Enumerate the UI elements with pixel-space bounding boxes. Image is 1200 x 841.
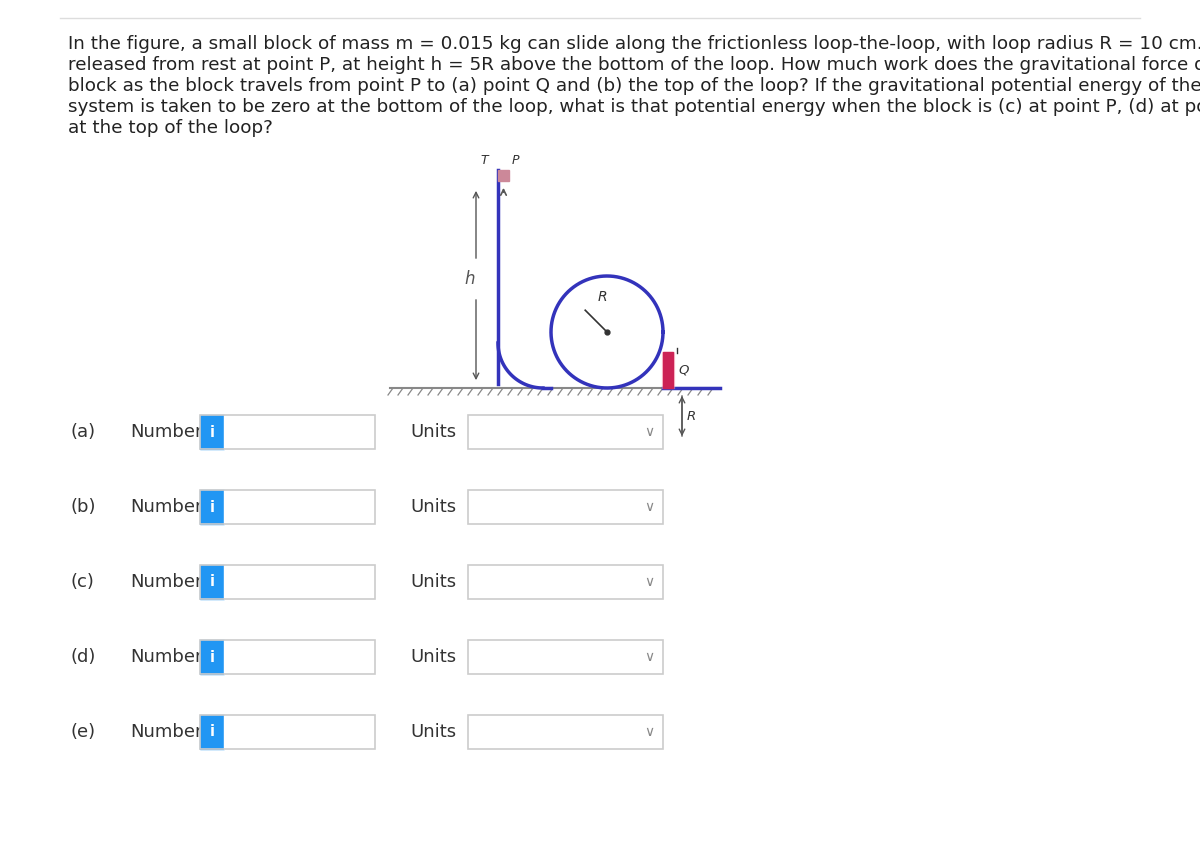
Text: (a): (a) — [70, 423, 95, 441]
Bar — [498, 170, 509, 181]
Bar — [468, 565, 662, 599]
Bar — [200, 565, 224, 599]
Text: Number: Number — [130, 423, 203, 441]
Bar — [200, 490, 374, 524]
Text: i: i — [210, 724, 215, 739]
Text: R: R — [598, 290, 607, 304]
Text: ∨: ∨ — [644, 575, 654, 589]
Text: (d): (d) — [70, 648, 95, 666]
Bar — [224, 715, 374, 749]
Bar — [224, 415, 374, 449]
Text: block as the block travels from point P to (a) point Q and (b) the top of the lo: block as the block travels from point P … — [68, 77, 1200, 95]
Bar — [200, 490, 224, 524]
Bar — [200, 715, 224, 749]
Bar — [662, 352, 674, 388]
Text: Units: Units — [410, 648, 456, 666]
Bar — [224, 565, 374, 599]
Bar — [468, 565, 662, 599]
Text: (e): (e) — [70, 723, 95, 741]
Text: Units: Units — [410, 423, 456, 441]
Text: Number: Number — [130, 723, 203, 741]
Text: Units: Units — [410, 573, 456, 591]
Text: ∨: ∨ — [644, 650, 654, 664]
Bar — [468, 415, 662, 449]
Bar — [200, 640, 374, 674]
Text: ∨: ∨ — [644, 500, 654, 514]
Bar — [200, 415, 374, 449]
Text: ∨: ∨ — [644, 425, 654, 439]
Text: ∨: ∨ — [644, 725, 654, 739]
Text: i: i — [210, 649, 215, 664]
Text: R: R — [686, 410, 696, 422]
Text: released from rest at point P, at height h = 5R above the bottom of the loop. Ho: released from rest at point P, at height… — [68, 56, 1200, 74]
Bar — [468, 415, 662, 449]
Text: Q: Q — [678, 363, 689, 377]
Bar — [224, 640, 374, 674]
Bar — [468, 715, 662, 749]
Bar — [200, 415, 224, 449]
Text: In the figure, a small block of mass m = 0.015 kg can slide along the frictionle: In the figure, a small block of mass m =… — [68, 35, 1200, 53]
Text: Number: Number — [130, 498, 203, 516]
Bar — [468, 490, 662, 524]
Text: Units: Units — [410, 498, 456, 516]
Text: i: i — [210, 425, 215, 440]
Text: (b): (b) — [70, 498, 96, 516]
Text: h: h — [464, 270, 475, 288]
Text: Number: Number — [130, 573, 203, 591]
Text: T: T — [480, 154, 488, 167]
Text: i: i — [210, 500, 215, 515]
Bar — [468, 490, 662, 524]
Text: i: i — [210, 574, 215, 590]
Bar — [468, 640, 662, 674]
Bar — [200, 715, 374, 749]
Bar — [662, 352, 673, 388]
Text: Units: Units — [410, 723, 456, 741]
Text: (c): (c) — [70, 573, 94, 591]
Text: system is taken to be zero at the bottom of the loop, what is that potential ene: system is taken to be zero at the bottom… — [68, 98, 1200, 116]
Bar — [468, 640, 662, 674]
Bar — [200, 565, 374, 599]
Text: Number: Number — [130, 648, 203, 666]
Bar — [468, 715, 662, 749]
Text: at the top of the loop?: at the top of the loop? — [68, 119, 272, 137]
Bar — [200, 640, 224, 674]
Text: P: P — [512, 154, 520, 167]
Bar — [224, 490, 374, 524]
